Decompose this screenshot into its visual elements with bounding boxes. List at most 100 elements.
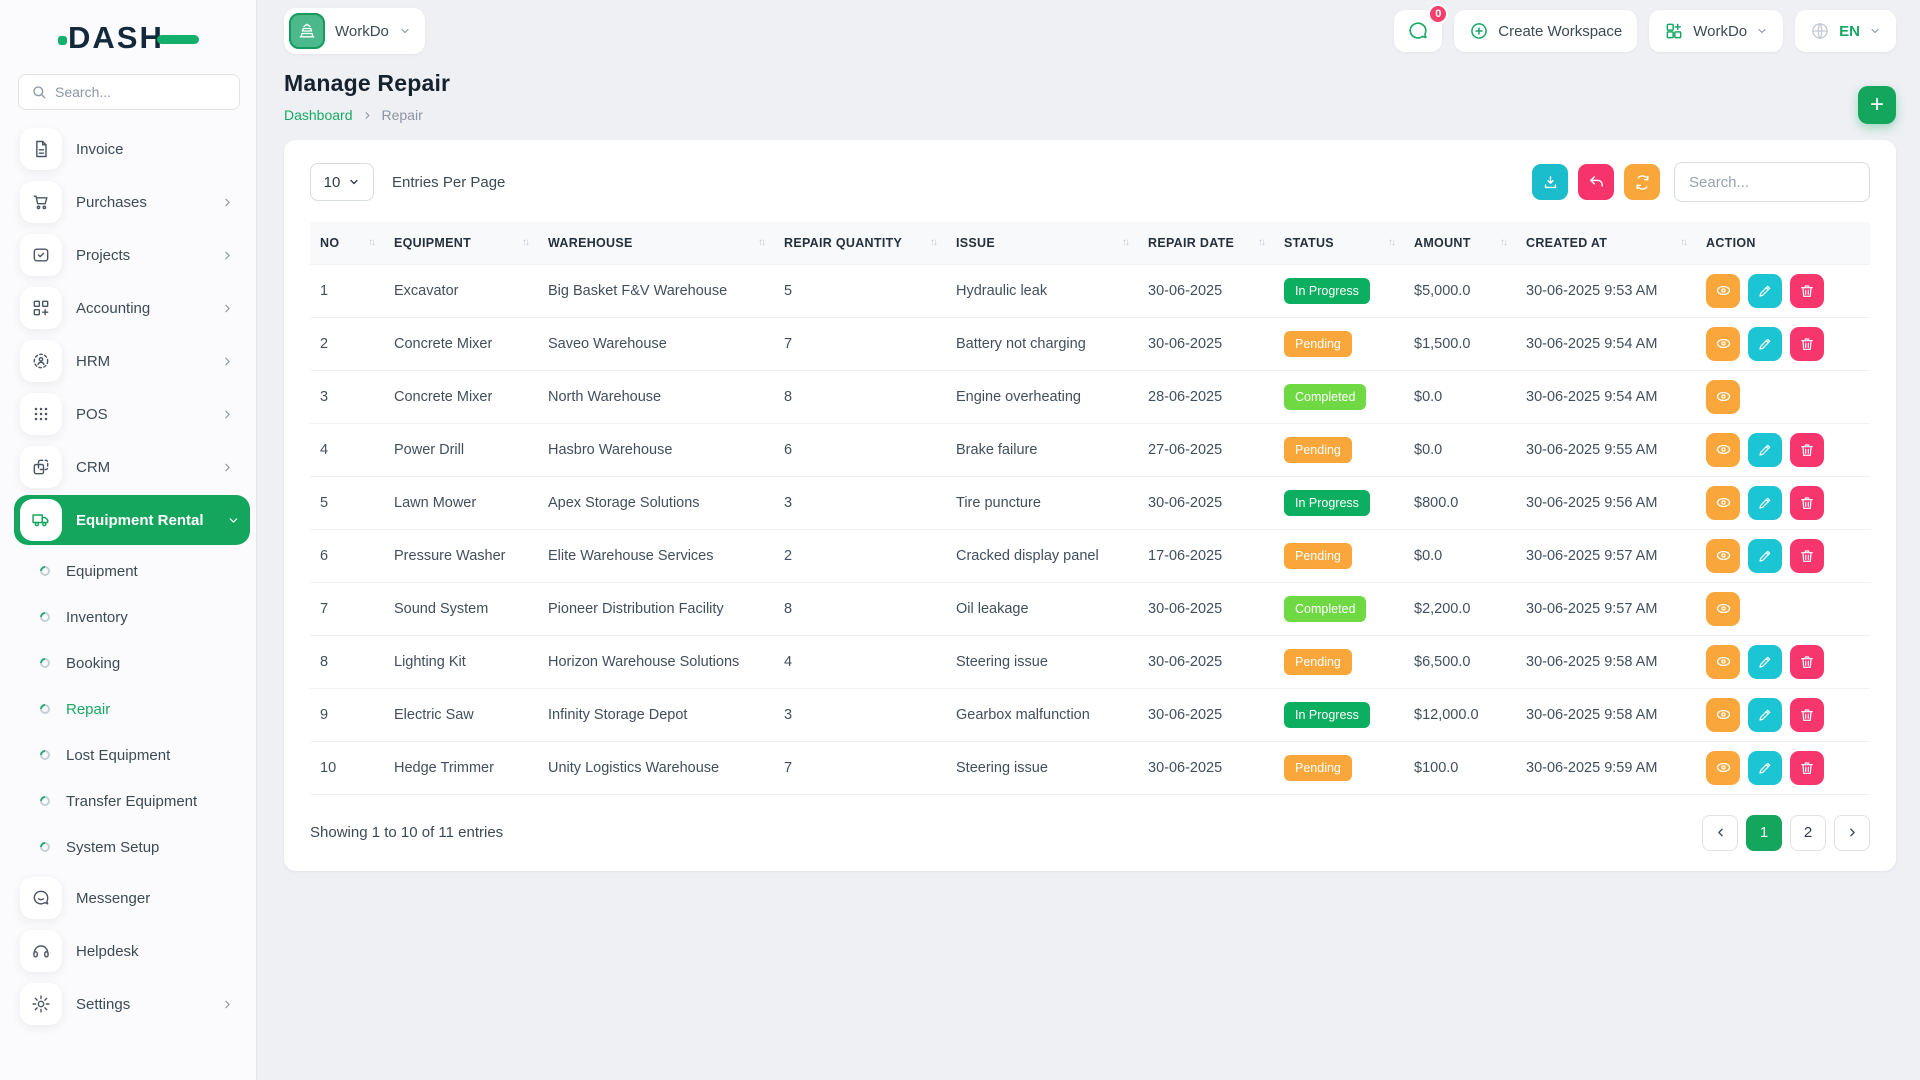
view-button[interactable] (1706, 644, 1740, 679)
status-badge: Pending (1284, 754, 1352, 781)
sidebar-item-messenger[interactable]: Messenger (14, 873, 244, 923)
sidebar-item-settings[interactable]: Settings (14, 979, 244, 1029)
delete-button[interactable] (1790, 750, 1824, 785)
workspace-selector[interactable]: WorkDo (284, 8, 425, 54)
cell-no: 5 (310, 476, 384, 530)
cell-issue: Steering issue (946, 741, 1138, 795)
sidebar-subitem-equipment[interactable]: Equipment (12, 548, 246, 594)
eye-icon (1715, 441, 1732, 458)
sidebar-item-invoice[interactable]: Invoice (14, 124, 244, 174)
delete-button[interactable] (1790, 644, 1824, 679)
view-button[interactable] (1706, 379, 1740, 414)
sidebar-subitem-lost-equipment[interactable]: Lost Equipment (12, 732, 246, 778)
refresh-button[interactable] (1624, 164, 1660, 200)
edit-button[interactable] (1748, 538, 1782, 573)
sidebar-subitem-booking[interactable]: Booking (12, 640, 246, 686)
sort-icon[interactable]: ↑↓ (1500, 237, 1508, 249)
cell-no: 8 (310, 635, 384, 689)
eye-icon (1715, 335, 1732, 352)
edit-button[interactable] (1748, 326, 1782, 361)
sort-icon[interactable]: ↑↓ (758, 237, 766, 249)
sidebar-item-crm[interactable]: CRM (14, 442, 244, 492)
sidebar-item-label: Settings (76, 995, 131, 1013)
messages-button[interactable]: 0 (1394, 4, 1449, 52)
entries-per-page-select[interactable]: 10 (310, 163, 374, 201)
cell-created-at: 30-06-2025 9:57 AM (1516, 582, 1696, 636)
chevron-right-icon (221, 408, 234, 421)
eye-icon (1715, 759, 1732, 776)
sidebar-subitem-repair[interactable]: Repair (12, 686, 246, 732)
sort-icon[interactable]: ↑↓ (368, 237, 376, 249)
delete-button[interactable] (1790, 697, 1824, 732)
sidebar-item-purchases[interactable]: Purchases (14, 177, 244, 227)
cell-issue: Cracked display panel (946, 529, 1138, 583)
edit-button[interactable] (1748, 485, 1782, 520)
sidebar-item-helpdesk[interactable]: Helpdesk (14, 926, 244, 976)
sidebar-subitem-inventory[interactable]: Inventory (12, 594, 246, 640)
pagination-next-button[interactable] (1834, 814, 1870, 851)
download-icon (1542, 174, 1559, 191)
sort-icon[interactable]: ↑↓ (1258, 237, 1266, 249)
sidebar-search[interactable] (18, 74, 240, 110)
view-button[interactable] (1706, 326, 1740, 361)
sidebar-item-label: Messenger (76, 889, 151, 907)
edit-button[interactable] (1748, 273, 1782, 308)
hrm-icon (20, 340, 62, 382)
column-header-repair-quantity: REPAIR QUANTITY (784, 235, 903, 250)
view-button[interactable] (1706, 750, 1740, 785)
sort-icon[interactable]: ↑↓ (1122, 237, 1130, 249)
delete-button[interactable] (1790, 485, 1824, 520)
sidebar-item-hrm[interactable]: HRM (14, 336, 244, 386)
create-workspace-button[interactable]: Create Workspace (1454, 10, 1638, 52)
cell-repair-date: 30-06-2025 (1138, 741, 1274, 795)
delete-button[interactable] (1790, 538, 1824, 573)
cell-amount: $100.0 (1404, 741, 1516, 795)
cell-issue: Battery not charging (946, 317, 1138, 371)
view-button[interactable] (1706, 538, 1740, 573)
cell-amount: $2,200.0 (1404, 582, 1516, 636)
edit-button[interactable] (1748, 697, 1782, 732)
undo-button[interactable] (1578, 164, 1614, 200)
sort-icon[interactable]: ↑↓ (1680, 237, 1688, 249)
chevron-left-icon (1714, 826, 1727, 839)
table-row: 4 Power Drill Hasbro Warehouse 6 Brake failu… (310, 423, 1870, 477)
sidebar-search-input[interactable] (55, 84, 227, 100)
cell-amount: $12,000.0 (1404, 688, 1516, 742)
pagination-page-2[interactable]: 2 (1790, 814, 1826, 851)
workdo-menu-button[interactable]: WorkDo (1649, 10, 1784, 52)
edit-button[interactable] (1748, 750, 1782, 785)
table-search-input[interactable] (1674, 162, 1870, 202)
delete-button[interactable] (1790, 273, 1824, 308)
sidebar-item-pos[interactable]: POS (14, 389, 244, 439)
table-row: 3 Concrete Mixer North Warehouse 8 Engine ov… (310, 370, 1870, 424)
sidebar-item-projects[interactable]: Projects (14, 230, 244, 280)
status-badge: Pending (1284, 330, 1352, 357)
refresh-icon (1634, 174, 1651, 191)
pencil-icon (1757, 548, 1773, 564)
sort-icon[interactable]: ↑↓ (930, 237, 938, 249)
delete-button[interactable] (1790, 326, 1824, 361)
pagination-page-1[interactable]: 1 (1746, 814, 1782, 851)
pagination-prev-button[interactable] (1702, 814, 1738, 851)
cell-created-at: 30-06-2025 9:56 AM (1516, 476, 1696, 530)
view-button[interactable] (1706, 697, 1740, 732)
export-download-button[interactable] (1532, 164, 1568, 200)
breadcrumb-dashboard-link[interactable]: Dashboard (284, 107, 353, 123)
sidebar-subitem-system-setup[interactable]: System Setup (12, 824, 246, 870)
sort-icon[interactable]: ↑↓ (522, 237, 530, 249)
view-button[interactable] (1706, 591, 1740, 626)
view-button[interactable] (1706, 273, 1740, 308)
add-repair-button[interactable]: + (1858, 86, 1896, 124)
sort-icon[interactable]: ↑↓ (1388, 237, 1396, 249)
edit-button[interactable] (1748, 432, 1782, 467)
edit-button[interactable] (1748, 644, 1782, 679)
language-selector[interactable]: EN (1795, 10, 1896, 52)
view-button[interactable] (1706, 485, 1740, 520)
sidebar-subitem-transfer-equipment[interactable]: Transfer Equipment (12, 778, 246, 824)
cell-repair-date: 30-06-2025 (1138, 317, 1274, 371)
sidebar-item-accounting[interactable]: Accounting (14, 283, 244, 333)
sidebar-item-equipment-rental[interactable]: Equipment Rental (14, 495, 250, 545)
view-button[interactable] (1706, 432, 1740, 467)
cell-action (1696, 635, 1870, 689)
delete-button[interactable] (1790, 432, 1824, 467)
